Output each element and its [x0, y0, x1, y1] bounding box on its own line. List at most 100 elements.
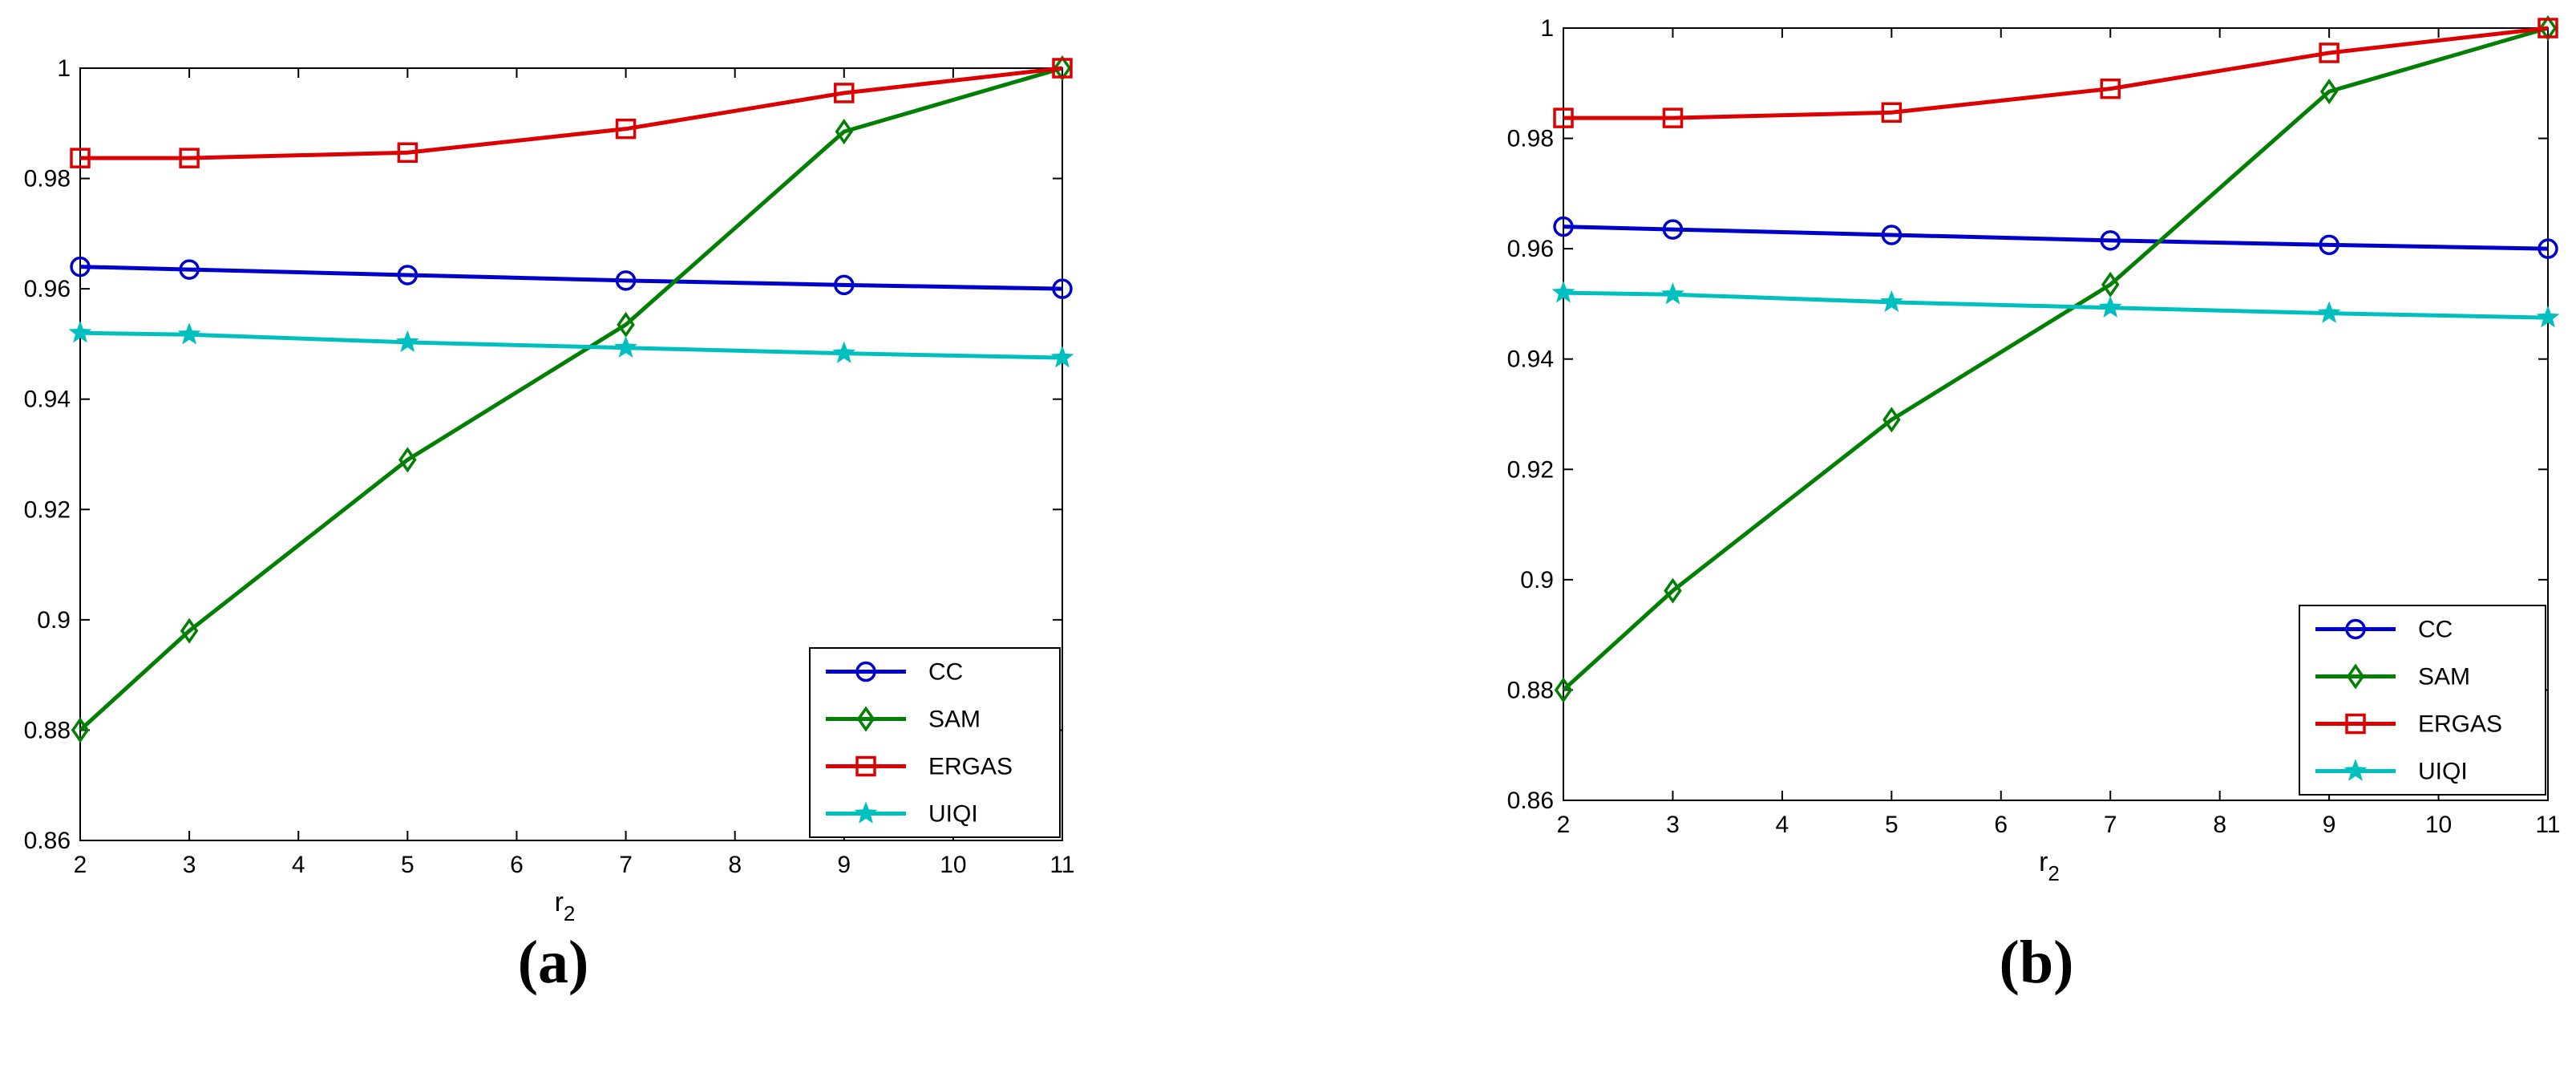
- x-axis-label: r2: [2039, 847, 2060, 885]
- data-point-ergas: [1881, 102, 1903, 123]
- legend-marker-cc: [2345, 618, 2366, 640]
- x-tick-label: 3: [183, 852, 196, 878]
- data-point-sam: [180, 618, 199, 644]
- data-point-uiqi: [832, 341, 856, 363]
- data-point-ergas: [615, 118, 637, 140]
- series-line-cc: [1563, 225, 2549, 251]
- y-tick-label: 0.96: [1507, 236, 1554, 262]
- data-point-sam: [835, 119, 854, 145]
- data-point-uiqi: [1879, 290, 1903, 313]
- x-tick-label: 11: [2535, 812, 2560, 838]
- x-tick-label: 7: [619, 852, 633, 878]
- data-point-ergas: [2538, 18, 2558, 38]
- legend: CC SAM ERGAS UIQI: [809, 647, 1061, 838]
- data-point-sam: [1554, 677, 1573, 703]
- data-point-ergas: [1662, 107, 1684, 128]
- data-point-uiqi: [395, 330, 419, 353]
- x-axis-label-subscript: 2: [2048, 861, 2059, 885]
- chart-panel-b: 2 3 4 5 6 7 8 9 10 11 0.86 0.88 0.9 0.92 0.94 0.96 0.98 1…: [1507, 14, 2561, 996]
- legend: CC SAM ERGAS UIQI: [2299, 605, 2546, 796]
- legend-label-ergas: ERGAS: [2418, 711, 2502, 738]
- x-tick-label: 5: [1885, 812, 1899, 838]
- data-point-uiqi: [2098, 295, 2122, 318]
- x-tick-label: 10: [2425, 812, 2452, 838]
- data-point-cc: [2100, 230, 2121, 251]
- data-point-ergas: [179, 148, 200, 168]
- x-tick-label: 7: [2104, 812, 2117, 838]
- series-line-cc: [79, 265, 1063, 291]
- legend-label-uiqi: UIQI: [928, 801, 978, 828]
- x-tick-label: 11: [1049, 852, 1074, 878]
- legend-label-sam: SAM: [2418, 664, 2470, 690]
- x-tick-label: 2: [1557, 812, 1571, 838]
- series-line-sam: [1562, 26, 2549, 692]
- y-tick-label: 0.88: [24, 717, 71, 743]
- data-point-cc: [70, 256, 91, 277]
- legend-marker-ergas: [855, 755, 876, 777]
- x-tick-label: 9: [837, 852, 851, 878]
- data-point-ergas: [1052, 58, 1073, 79]
- data-point-ergas: [397, 142, 419, 163]
- legend-marker-cc: [855, 661, 876, 682]
- data-point-cc: [1881, 225, 1903, 245]
- data-point-sam: [1882, 407, 1901, 433]
- x-tick-label: 8: [728, 852, 742, 878]
- y-tick-label: 0.92: [1507, 456, 1554, 483]
- x-tick-label: 9: [2323, 812, 2336, 838]
- y-tick-label: 0.98: [1507, 126, 1554, 152]
- data-point-sam: [398, 447, 417, 473]
- data-point-sam: [2538, 14, 2558, 42]
- y-tick-label: 0.94: [24, 387, 71, 413]
- data-point-cc: [1052, 278, 1073, 299]
- legend-label-ergas: ERGAS: [928, 754, 1013, 780]
- data-point-sam: [2101, 271, 2120, 298]
- legend-label-sam: SAM: [928, 707, 981, 733]
- x-axis-label-main: r: [2039, 847, 2048, 877]
- y-tick-label: 0.88: [1507, 677, 1554, 703]
- legend-marker-uiqi: [2343, 759, 2368, 781]
- data-point-uiqi: [2317, 301, 2341, 323]
- chart-panel-a: 2 3 4 5 6 7 8 9 10 11 0.86 0.88 0.9 0.92 0.94 0.96 0.98 1…: [24, 55, 1075, 996]
- series-line-uiqi: [79, 330, 1063, 360]
- data-point-cc: [1662, 219, 1684, 240]
- panel-label: (b): [2000, 929, 2074, 996]
- y-tick-label: 1: [1540, 15, 1554, 42]
- legend-marker-sam: [856, 706, 876, 732]
- y-tick-label: 0.86: [24, 828, 71, 854]
- data-point-ergas: [2319, 43, 2339, 63]
- data-point-uiqi: [1050, 346, 1074, 368]
- x-tick-label: 5: [401, 852, 415, 878]
- legend-label-cc: CC: [928, 659, 963, 686]
- legend-box: [809, 647, 1061, 838]
- y-tick-label: 1: [57, 55, 71, 82]
- x-tick-label: 6: [510, 852, 524, 878]
- series-line-uiqi: [1563, 290, 2549, 320]
- x-axis-label: r2: [555, 887, 576, 925]
- data-point-sam: [1053, 55, 1072, 82]
- data-point-uiqi: [177, 322, 201, 345]
- legend-marker-ergas: [2345, 713, 2366, 735]
- legend-box: [2299, 605, 2546, 796]
- data-point-cc: [834, 274, 855, 296]
- y-tick-label: 0.9: [1520, 567, 1554, 593]
- legend-label-uiqi: UIQI: [2418, 759, 2468, 785]
- data-point-uiqi: [614, 335, 637, 358]
- data-point-ergas: [70, 148, 91, 168]
- legend-marker-uiqi: [854, 801, 878, 824]
- data-point-ergas: [2100, 78, 2121, 99]
- data-point-cc: [397, 265, 419, 285]
- x-tick-label: 6: [1994, 812, 2008, 838]
- data-point-cc: [2538, 238, 2558, 259]
- x-tick-label: 2: [74, 852, 87, 878]
- data-point-uiqi: [1661, 282, 1684, 305]
- data-point-cc: [2319, 234, 2339, 256]
- y-tick-label: 0.86: [1507, 788, 1554, 814]
- x-axis-label-main: r: [555, 887, 564, 917]
- y-tick-label: 0.94: [1507, 346, 1554, 373]
- y-tick-label: 0.98: [24, 166, 71, 192]
- data-point-uiqi: [68, 321, 92, 343]
- x-tick-label: 3: [1666, 812, 1680, 838]
- y-tick-label: 0.9: [37, 607, 71, 634]
- y-tick-label: 0.92: [24, 496, 71, 523]
